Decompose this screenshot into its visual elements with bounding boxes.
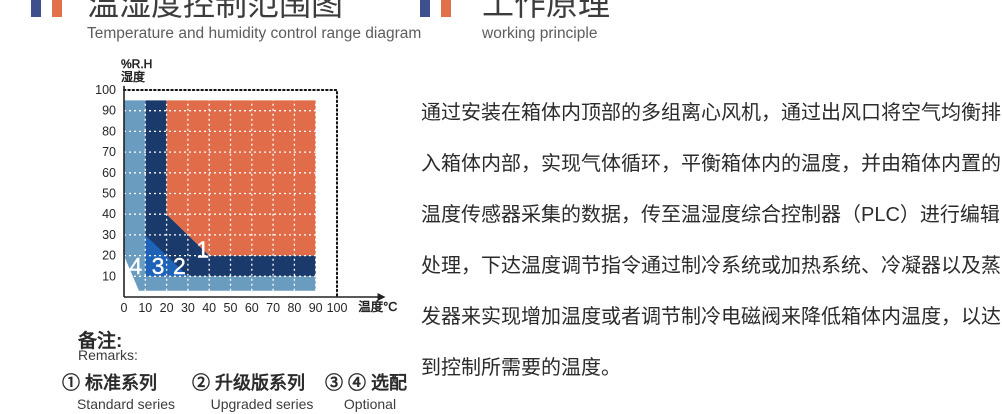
svg-text:4: 4 — [129, 253, 142, 279]
svg-text:30: 30 — [102, 228, 116, 242]
svg-text:2: 2 — [173, 253, 186, 279]
svg-text:1: 1 — [196, 236, 209, 262]
svg-text:10: 10 — [138, 301, 152, 315]
svg-text:3: 3 — [152, 253, 165, 279]
svg-text:20: 20 — [102, 249, 116, 263]
svg-text:40: 40 — [202, 301, 216, 315]
svg-text:100: 100 — [327, 301, 348, 315]
svg-text:%R.H: %R.H — [121, 57, 152, 71]
svg-text:100: 100 — [95, 83, 116, 97]
svg-text:70: 70 — [102, 145, 116, 159]
svg-text:90: 90 — [309, 301, 323, 315]
svg-text:60: 60 — [245, 301, 259, 315]
svg-text:湿度: 湿度 — [121, 69, 145, 84]
svg-text:90: 90 — [102, 104, 116, 118]
svg-text:20: 20 — [160, 301, 174, 315]
svg-text:80: 80 — [287, 301, 301, 315]
svg-text:60: 60 — [102, 166, 116, 180]
svg-text:温度°C: 温度°C — [358, 299, 397, 314]
svg-text:50: 50 — [102, 187, 116, 201]
svg-text:70: 70 — [266, 301, 280, 315]
svg-text:80: 80 — [102, 124, 116, 138]
svg-text:0: 0 — [121, 301, 128, 315]
svg-text:40: 40 — [102, 207, 116, 221]
svg-text:50: 50 — [224, 301, 238, 315]
svg-text:10: 10 — [102, 269, 116, 283]
svg-text:30: 30 — [181, 301, 195, 315]
